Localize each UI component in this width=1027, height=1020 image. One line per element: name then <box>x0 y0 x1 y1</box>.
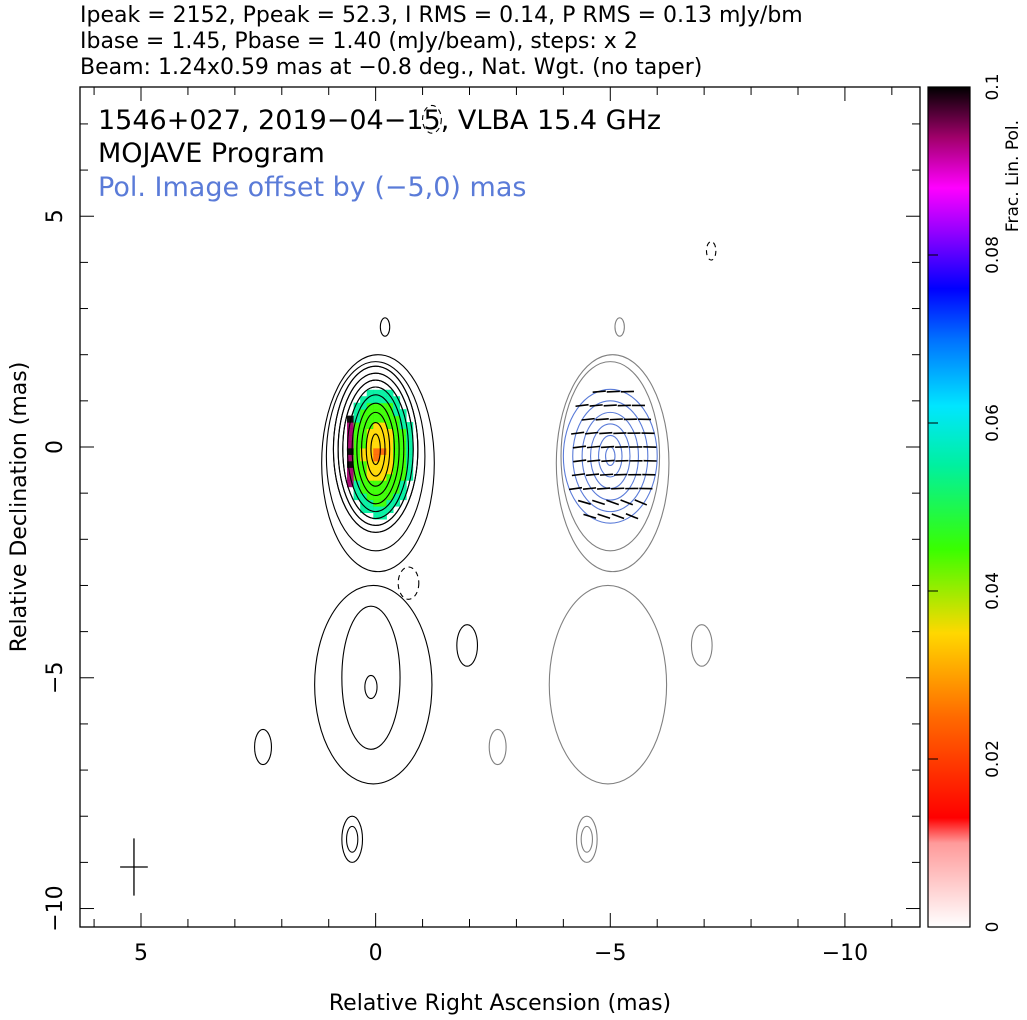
frac-pol-pixel <box>380 454 387 461</box>
frac-pol-pixel <box>393 429 400 436</box>
evpa-vector <box>597 488 610 489</box>
evpa-vector <box>606 500 618 504</box>
colorbar-tick-label: 0.06 <box>983 404 1003 442</box>
y-tick-label: 0 <box>43 440 68 454</box>
frac-pol-pixel <box>367 448 374 455</box>
evpa-vector <box>599 433 612 434</box>
colorbar-tick-label: 0 <box>983 922 1003 933</box>
evpa-vector <box>576 405 589 407</box>
isolated-contour <box>342 816 363 862</box>
frac-pol-pixel <box>386 461 393 468</box>
evpa-vector <box>610 419 623 420</box>
header-line-1: Ipeak = 2152, Ppeak = 52.3, I RMS = 0.14… <box>80 3 803 28</box>
jet-contour <box>365 675 377 698</box>
frac-pol-pixel <box>367 487 374 494</box>
offset-isolated-contour <box>691 625 712 667</box>
frac-pol-pixel <box>367 441 374 448</box>
evpa-vector <box>612 514 624 519</box>
offset-jet-contour <box>549 585 666 783</box>
y-tick-label: −10 <box>43 885 68 931</box>
colorbar-label: Frac. Lin. Pol. <box>1003 120 1023 232</box>
y-axis-label: Relative Declination (mas) <box>7 362 32 653</box>
y-tick-label: 5 <box>43 209 68 223</box>
map-plot-area: 5 0 −5 −10 5 0 −5 −10 <box>43 87 920 966</box>
header-line-2: Ibase = 1.45, Pbase = 1.40 (mJy/beam), s… <box>80 29 638 54</box>
evpa-vector <box>601 460 614 461</box>
frac-pol-pixel <box>380 403 387 410</box>
evpa-vector <box>583 488 596 489</box>
colorbar-tick-label: 0.04 <box>983 572 1003 610</box>
evpa-vector <box>573 460 586 462</box>
frac-pol-pixel <box>400 422 407 429</box>
x-tick-label: 0 <box>369 941 383 966</box>
colorbar-tick-label: 0.08 <box>983 236 1003 274</box>
x-tick-label: −5 <box>594 941 626 966</box>
frac-pol-pixel <box>373 416 380 423</box>
negative-contour <box>398 567 419 599</box>
negative-contour <box>706 242 715 260</box>
offset-isolated-contour <box>581 826 592 852</box>
polarized-intensity-contour <box>573 401 648 512</box>
evpa-vector <box>590 405 603 406</box>
colorbar-tick-label: 0.1 <box>983 73 1003 100</box>
pol-offset-note: Pol. Image offset by (−5,0) mas <box>98 172 526 203</box>
x-tick-label: 5 <box>134 941 148 966</box>
plot-frame <box>80 87 920 927</box>
jet-contour <box>315 585 432 783</box>
evpa-vector <box>607 391 620 392</box>
offset-stokes-i-outer-contour <box>561 362 660 551</box>
evpa-vector <box>571 432 584 434</box>
evpa-vector <box>583 514 596 518</box>
map-title: 1546+027, 2019−04−15, VLBA 15.4 GHz <box>98 105 661 136</box>
evpa-vector <box>598 514 610 518</box>
y-tick-label: −5 <box>43 662 68 694</box>
x-axis-label: Relative Right Ascension (mas) <box>329 991 671 1016</box>
frac-pol-pixel <box>406 441 413 448</box>
evpa-vector <box>600 474 613 475</box>
evpa-vector <box>582 419 595 420</box>
isolated-contour <box>380 318 389 336</box>
frac-pol-pixel <box>373 487 380 494</box>
program-label: MOJAVE Program <box>98 138 325 169</box>
colorbar <box>928 87 970 927</box>
offset-isolated-contour <box>489 729 506 764</box>
evpa-vector <box>586 474 599 475</box>
axis-ticks: 5 0 −5 −10 5 0 −5 −10 <box>43 87 920 966</box>
isolated-contour <box>255 729 272 764</box>
offset-isolated-contour <box>576 816 597 862</box>
evpa-vector <box>572 474 585 476</box>
frac-pol-pixel <box>380 513 387 520</box>
evpa-vector <box>601 447 614 448</box>
evpa-vector <box>604 405 617 406</box>
offset-isolated-contour <box>615 318 624 336</box>
isolated-contour <box>347 826 358 852</box>
evpa-vector <box>613 433 626 434</box>
frac-pol-pixel <box>373 396 380 403</box>
evpa-vector <box>587 446 600 447</box>
frac-pol-pixel <box>380 448 387 455</box>
evpa-vector <box>592 500 604 504</box>
frac-pol-pixel <box>386 435 393 442</box>
contour-layer <box>255 105 716 862</box>
x-tick-label: −10 <box>822 941 868 966</box>
polarized-intensity-contour <box>599 435 622 477</box>
frac-pol-pixel <box>406 448 413 455</box>
frac-pol-pixel <box>354 429 361 436</box>
frac-pol-pixel <box>400 467 407 474</box>
evpa-vector <box>611 488 624 489</box>
evpa-vector <box>596 419 609 420</box>
colorbar-tick-label: 0.02 <box>983 740 1003 778</box>
frac-pol-pixel <box>373 448 380 455</box>
frac-pol-pixel <box>406 454 413 461</box>
frac-pol-pixel <box>400 448 407 455</box>
polarized-intensity-contour <box>606 447 615 465</box>
evpa-vector <box>593 391 606 392</box>
frac-pol-pixel <box>380 441 387 448</box>
evpa-vector <box>626 514 638 519</box>
isolated-contour <box>457 625 478 667</box>
header-line-3: Beam: 1.24x0.59 mas at −0.8 deg., Nat. W… <box>80 55 702 80</box>
evpa-vector <box>573 446 586 448</box>
jet-contour <box>342 606 400 749</box>
